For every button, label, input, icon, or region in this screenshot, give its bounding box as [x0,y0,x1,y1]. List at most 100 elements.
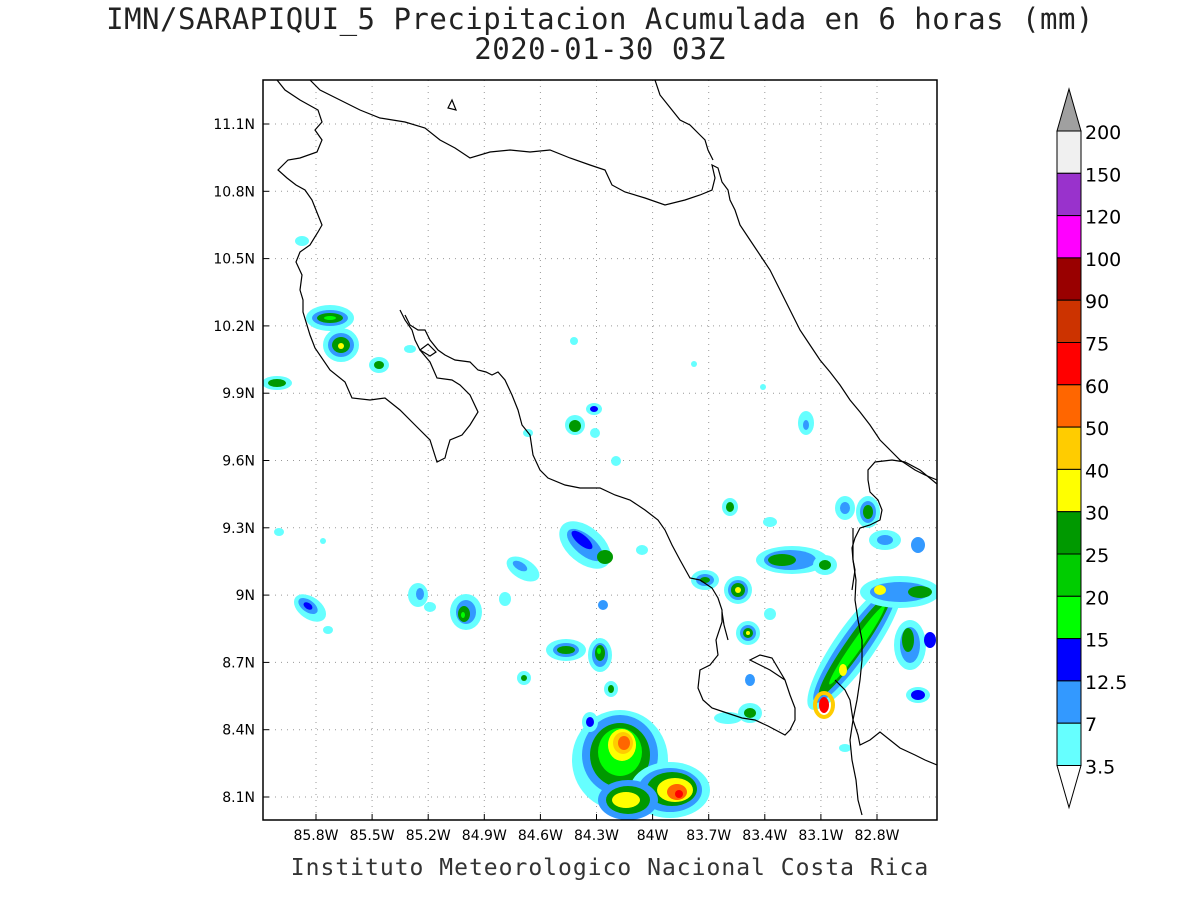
precip-cell [506,556,540,582]
legend-swatch [1056,215,1082,259]
legend-label: 60 [1085,376,1109,398]
precip-cell [588,638,612,672]
precip-cell [738,703,762,723]
lon-tick-label: 83.1W [798,828,843,844]
precip-cell [323,626,333,634]
precip-cell [586,403,602,415]
legend-swatch [1056,384,1082,428]
precipitation-field [263,236,937,820]
precip-cell [860,576,937,608]
legend-swatch [1056,299,1082,344]
precip-cell [724,576,752,604]
precip-cell [714,712,742,724]
coast-pacific-north [276,80,479,463]
legend-swatch [1056,257,1082,301]
precip-cell [894,620,936,670]
precip-cell [760,384,766,390]
precip-cell [274,528,284,536]
map-subtitle-date: 2020-01-30 03Z [474,32,726,66]
legend-swatch [1056,638,1082,682]
lon-tick-label: 83.7W [686,828,731,844]
precip-cell [911,537,925,553]
legend-label: 12.5 [1085,672,1127,694]
lon-tick-label: 84.9W [462,828,507,844]
precip-cell [323,328,359,362]
legend-swatch [1056,172,1082,217]
precip-cell [565,415,585,435]
legend-swatch [1056,468,1082,513]
precip-cell [295,236,309,246]
precip-cell [798,411,814,435]
precip-cell [559,521,613,569]
precip-cell [839,744,851,752]
lat-tick-label: 8.1N [222,790,255,806]
precip-cell [521,675,527,681]
precip-cell [763,517,777,527]
legend-swatch [1056,511,1082,555]
precip-cell [813,555,837,575]
legend-label: 3.5 [1085,757,1115,779]
coast-caribbean-north [654,80,714,161]
precip-cell [691,361,697,367]
grid-lines [263,80,937,820]
precip-cell [404,345,416,353]
precip-cell [611,456,621,466]
coast-panama-bay [851,459,937,591]
precip-cell [756,546,828,574]
legend-swatch [1056,595,1082,640]
legend-swatch [1056,342,1082,386]
legend-swatch [1056,722,1082,767]
precip-cell [320,538,326,544]
map-title: IMN/SARAPIQUI_5 Precipitacion Acumulada … [106,2,1094,36]
precip-cell [570,337,578,345]
precip-cell [590,428,600,438]
map-frame [262,79,938,821]
legend-swatch [1056,553,1082,597]
precip-cell [856,496,880,528]
precip-cell [906,687,930,703]
precip-cell [369,357,389,373]
precip-cell [745,674,755,686]
legend-label: 90 [1085,291,1109,313]
precip-cell [764,608,776,620]
precip-cell [450,594,482,630]
lon-tick-label: 84.3W [574,828,619,844]
precip-cell [408,583,428,607]
lon-tick-label: 84.6W [518,828,563,844]
legend-cap-top [1056,87,1082,132]
precip-cell [722,498,738,516]
lon-tick-label: 84W [637,828,669,844]
lat-tick-label: 10.8N [213,184,255,200]
precip-cell [499,592,511,606]
legend-label: 75 [1085,334,1109,356]
precip-cell [736,621,760,645]
lon-tick-label: 85.8W [293,828,338,844]
lon-tick-label: 85.2W [406,828,451,844]
legend-label: 200 [1085,122,1121,144]
legend-label: 100 [1085,249,1121,271]
coast-osa-peninsula [721,611,729,641]
latitude-axis: 11.1N 10.8N 10.5N 10.2N 9.9N 9.6N 9.3N 9N 8.7N 8.… [213,117,269,806]
precip-cell [691,570,719,590]
lat-tick-label: 9.3N [222,521,255,537]
lat-tick-label: 11.1N [213,117,255,133]
legend-swatch [1056,130,1082,174]
precip-cell [546,639,586,661]
coast-burica [834,679,937,766]
legend-label: 15 [1085,630,1109,652]
precip-cell [424,602,436,612]
lon-tick-label: 83.4W [742,828,787,844]
coast-gulf-nicoya [404,314,796,736]
precip-cell [263,376,292,390]
lat-tick-label: 9.9N [222,386,255,402]
lon-tick-label: 82.8W [854,828,899,844]
legend-label: 25 [1085,545,1109,567]
footer-credit: Instituto Meteorologico Nacional Costa R… [290,855,930,881]
legend-label: 120 [1085,207,1121,229]
lat-tick-label: 10.5N [213,252,255,268]
lat-tick-label: 9N [236,588,255,604]
precip-cell [586,717,594,727]
precip-band [807,580,903,719]
lat-tick-label: 8.7N [222,655,255,671]
